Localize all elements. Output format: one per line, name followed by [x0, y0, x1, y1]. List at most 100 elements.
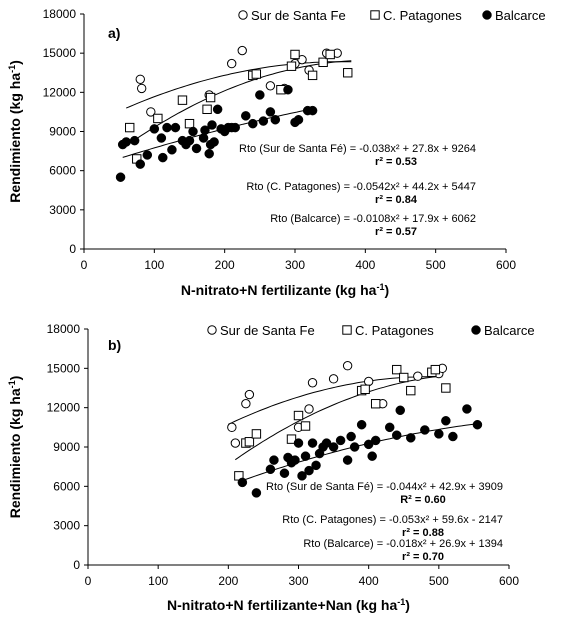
data-point [328, 374, 339, 384]
data-point [300, 421, 311, 431]
data-point [406, 433, 416, 443]
data-point [307, 70, 318, 81]
data-point [265, 464, 276, 475]
data-point [286, 434, 297, 444]
legend-marker [482, 10, 492, 20]
data-point [472, 419, 483, 430]
data-point [392, 364, 402, 375]
data-point [293, 410, 304, 421]
data-point [304, 465, 314, 476]
data-point [146, 107, 156, 117]
panel-label: b) [108, 337, 121, 353]
data-point [283, 84, 293, 95]
data-point [360, 384, 370, 395]
y-tick-label: 9000 [53, 440, 80, 454]
data-point [255, 90, 265, 100]
y-tick-label: 18000 [47, 322, 81, 336]
x-tick-label: 500 [429, 574, 449, 588]
chart-panel-b: 0 3000 6000 9000 12000 15000 18000 0 100 200 300 40… [7, 322, 535, 613]
data-point [395, 405, 405, 416]
panel-label: a) [108, 25, 120, 41]
data-point [328, 442, 339, 452]
data-point [248, 118, 258, 129]
data-point [125, 122, 135, 133]
data-point [342, 455, 353, 465]
data-point [293, 115, 304, 125]
data-point [251, 69, 262, 79]
y-tick-label: 3000 [49, 203, 76, 217]
data-point [167, 145, 177, 155]
fit-equation: Rto (Balcarce) = -0.0108x² + 17.9x + 606… [270, 213, 476, 225]
chart-panel-a: 0 3000 6000 9000 12000 15000 18000 0 100 200 300 40… [7, 7, 546, 298]
series-balcarce [115, 84, 318, 182]
x-tick-label: 300 [285, 258, 305, 272]
data-point [349, 442, 360, 452]
data-point [251, 488, 262, 498]
data-point [156, 133, 167, 143]
data-point [198, 133, 209, 143]
data-point [237, 477, 248, 488]
fit-r-squared: R² = 0.60 [400, 494, 446, 506]
legend-label: Balcarce [495, 8, 546, 23]
data-point [149, 124, 160, 134]
x-axis-label: N-nitrato+N fertilizante (kg ha-1) [181, 282, 389, 298]
data-point [406, 385, 416, 396]
data-point [115, 172, 126, 182]
data-point [227, 58, 237, 69]
data-point [251, 429, 262, 439]
x-tick-label: 600 [496, 258, 516, 272]
data-point [441, 383, 451, 393]
y-tick-label: 0 [73, 558, 80, 572]
data-point [237, 45, 247, 56]
series-balcarce [237, 404, 483, 498]
data-point [188, 126, 198, 137]
data-point [270, 115, 281, 125]
legend-marker [207, 325, 217, 335]
series-sur-de-santa-fe [135, 45, 342, 117]
data-point [307, 438, 318, 448]
data-point [286, 61, 297, 71]
data-point [227, 422, 237, 433]
data-point [205, 92, 216, 103]
x-tick-label: 100 [148, 574, 168, 588]
data-point [142, 150, 153, 160]
data-point [265, 107, 276, 117]
data-point [136, 83, 147, 94]
data-point [230, 122, 240, 133]
fit-equation: Rto (Sur de Santa Fé) = -0.044x² + 42.9x… [266, 481, 503, 493]
data-point [293, 438, 304, 448]
data-point [241, 399, 251, 409]
data-point [307, 378, 318, 388]
data-point [212, 104, 223, 115]
data-point [441, 416, 451, 426]
fit-equation: Rto (Balcarce) = -0.018x² + 26.9x + 1394 [303, 538, 503, 550]
data-point [300, 451, 311, 461]
x-tick-label: 0 [81, 258, 88, 272]
data-point [346, 431, 356, 442]
y-tick-label: 0 [69, 242, 76, 256]
data-point [391, 430, 402, 440]
series-sur-de-santa-fe [227, 361, 448, 448]
y-tick-label: 6000 [53, 479, 80, 493]
y-tick-label: 3000 [53, 519, 80, 533]
x-tick-label: 200 [218, 574, 238, 588]
data-point [135, 159, 146, 169]
data-point [399, 372, 409, 383]
data-point [170, 122, 181, 133]
legend-marker [471, 325, 481, 335]
legend-label: Sur de Santa Fe [220, 323, 315, 338]
data-point [244, 437, 255, 447]
data-point [162, 122, 172, 133]
data-point [290, 49, 300, 60]
x-tick-label: 600 [499, 574, 519, 588]
legend-label: C. Patagones [355, 323, 434, 338]
data-point [202, 104, 212, 115]
data-point [335, 435, 346, 446]
data-point [307, 105, 318, 116]
fit-r-squared: r² = 0.84 [375, 194, 418, 206]
data-point [363, 376, 374, 387]
data-point [244, 389, 255, 400]
data-point [191, 143, 202, 154]
data-point [153, 113, 163, 124]
fit-equation: Rto (C. Patagones) = -0.053x² + 59.6x - … [282, 514, 503, 526]
